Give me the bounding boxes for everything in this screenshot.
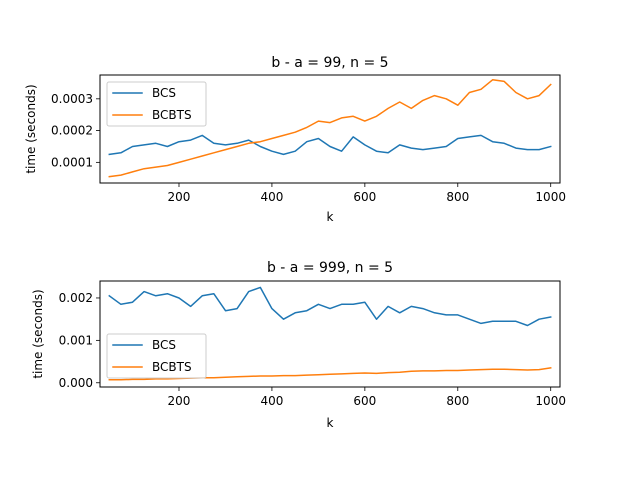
top-chart-x-tick-label: 600 <box>353 190 376 204</box>
top-chart-legend-label-bcs: BCS <box>152 86 176 100</box>
top-chart-x-tick-label: 200 <box>168 190 191 204</box>
top-chart-series-bcbts-line <box>108 79 552 178</box>
bottom-chart-x-axis-label: k <box>327 416 334 430</box>
top-chart-y-axis-label: time (seconds) <box>24 84 38 173</box>
bottom-chart-series-bcs-line <box>108 286 552 327</box>
bottom-chart-title: b - a = 999, n = 5 <box>267 260 393 276</box>
bottom-chart-x-tick-label: 1000 <box>535 394 566 408</box>
bottom-chart-y-tick-label: 0.001 <box>59 333 93 347</box>
bottom-chart-y-tick-label: 0.002 <box>59 291 93 305</box>
top-chart-y-tick-label: 0.0001 <box>51 155 93 169</box>
top-chart-x-tick-label: 400 <box>260 190 283 204</box>
bottom-chart-y-tick-label: 0.000 <box>59 376 93 390</box>
bottom-chart-legend-label-bcs: BCS <box>152 338 176 352</box>
bottom-chart: b - a = 999, n = 5 k time (seconds) BCS … <box>31 260 566 430</box>
bottom-chart-x-tick-label: 600 <box>353 394 376 408</box>
top-chart: b - a = 99, n = 5 k time (seconds) BCS B… <box>24 55 566 224</box>
top-chart-x-axis-label: k <box>327 210 334 224</box>
top-chart-legend-label-bcbts: BCBTS <box>152 108 192 122</box>
bottom-chart-legend-label-bcbts: BCBTS <box>152 360 192 374</box>
top-chart-x-tick-label: 800 <box>446 190 469 204</box>
bottom-chart-axes-frame <box>99 280 561 388</box>
top-chart-axes-frame <box>99 74 561 184</box>
top-chart-y-tick-label: 0.0002 <box>51 124 93 138</box>
bottom-chart-x-tick-label: 400 <box>260 394 283 408</box>
top-chart-plot-area <box>108 79 552 178</box>
bottom-chart-legend: BCS BCBTS <box>106 333 207 379</box>
top-chart-title: b - a = 99, n = 5 <box>271 55 388 71</box>
bottom-chart-y-axis-label: time (seconds) <box>31 289 45 378</box>
bottom-chart-x-tick-label: 800 <box>446 394 469 408</box>
top-chart-legend: BCS BCBTS <box>106 81 207 127</box>
top-chart-series-bcs-line <box>108 134 552 156</box>
bottom-chart-x-tick-label: 200 <box>168 394 191 408</box>
top-chart-x-tick-label: 1000 <box>535 190 566 204</box>
top-chart-y-tick-label: 0.0003 <box>51 92 93 106</box>
